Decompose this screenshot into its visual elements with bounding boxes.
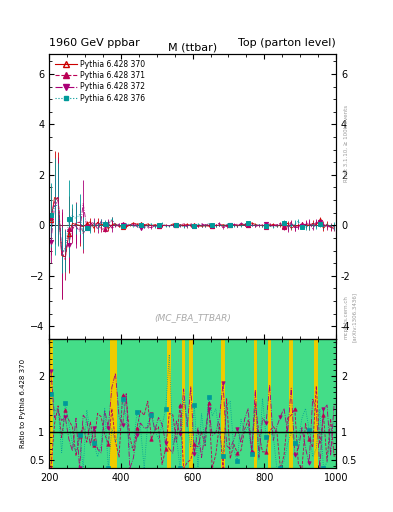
Text: (MC_FBA_TTBAR): (MC_FBA_TTBAR) [154, 313, 231, 322]
Text: Top (parton level): Top (parton level) [238, 37, 336, 48]
Text: Rivet 3.1.10, ≥ 100k events: Rivet 3.1.10, ≥ 100k events [344, 105, 349, 182]
Text: mcplots.cern.ch: mcplots.cern.ch [344, 295, 349, 339]
Legend: Pythia 6.428 370, Pythia 6.428 371, Pythia 6.428 372, Pythia 6.428 376: Pythia 6.428 370, Pythia 6.428 371, Pyth… [53, 57, 147, 105]
Y-axis label: Ratio to Pythia 6.428 370: Ratio to Pythia 6.428 370 [20, 359, 26, 448]
Title: M (ttbar): M (ttbar) [168, 43, 217, 53]
Text: 1960 GeV ppbar: 1960 GeV ppbar [49, 37, 140, 48]
Text: [arXiv:1306.3436]: [arXiv:1306.3436] [352, 292, 357, 343]
